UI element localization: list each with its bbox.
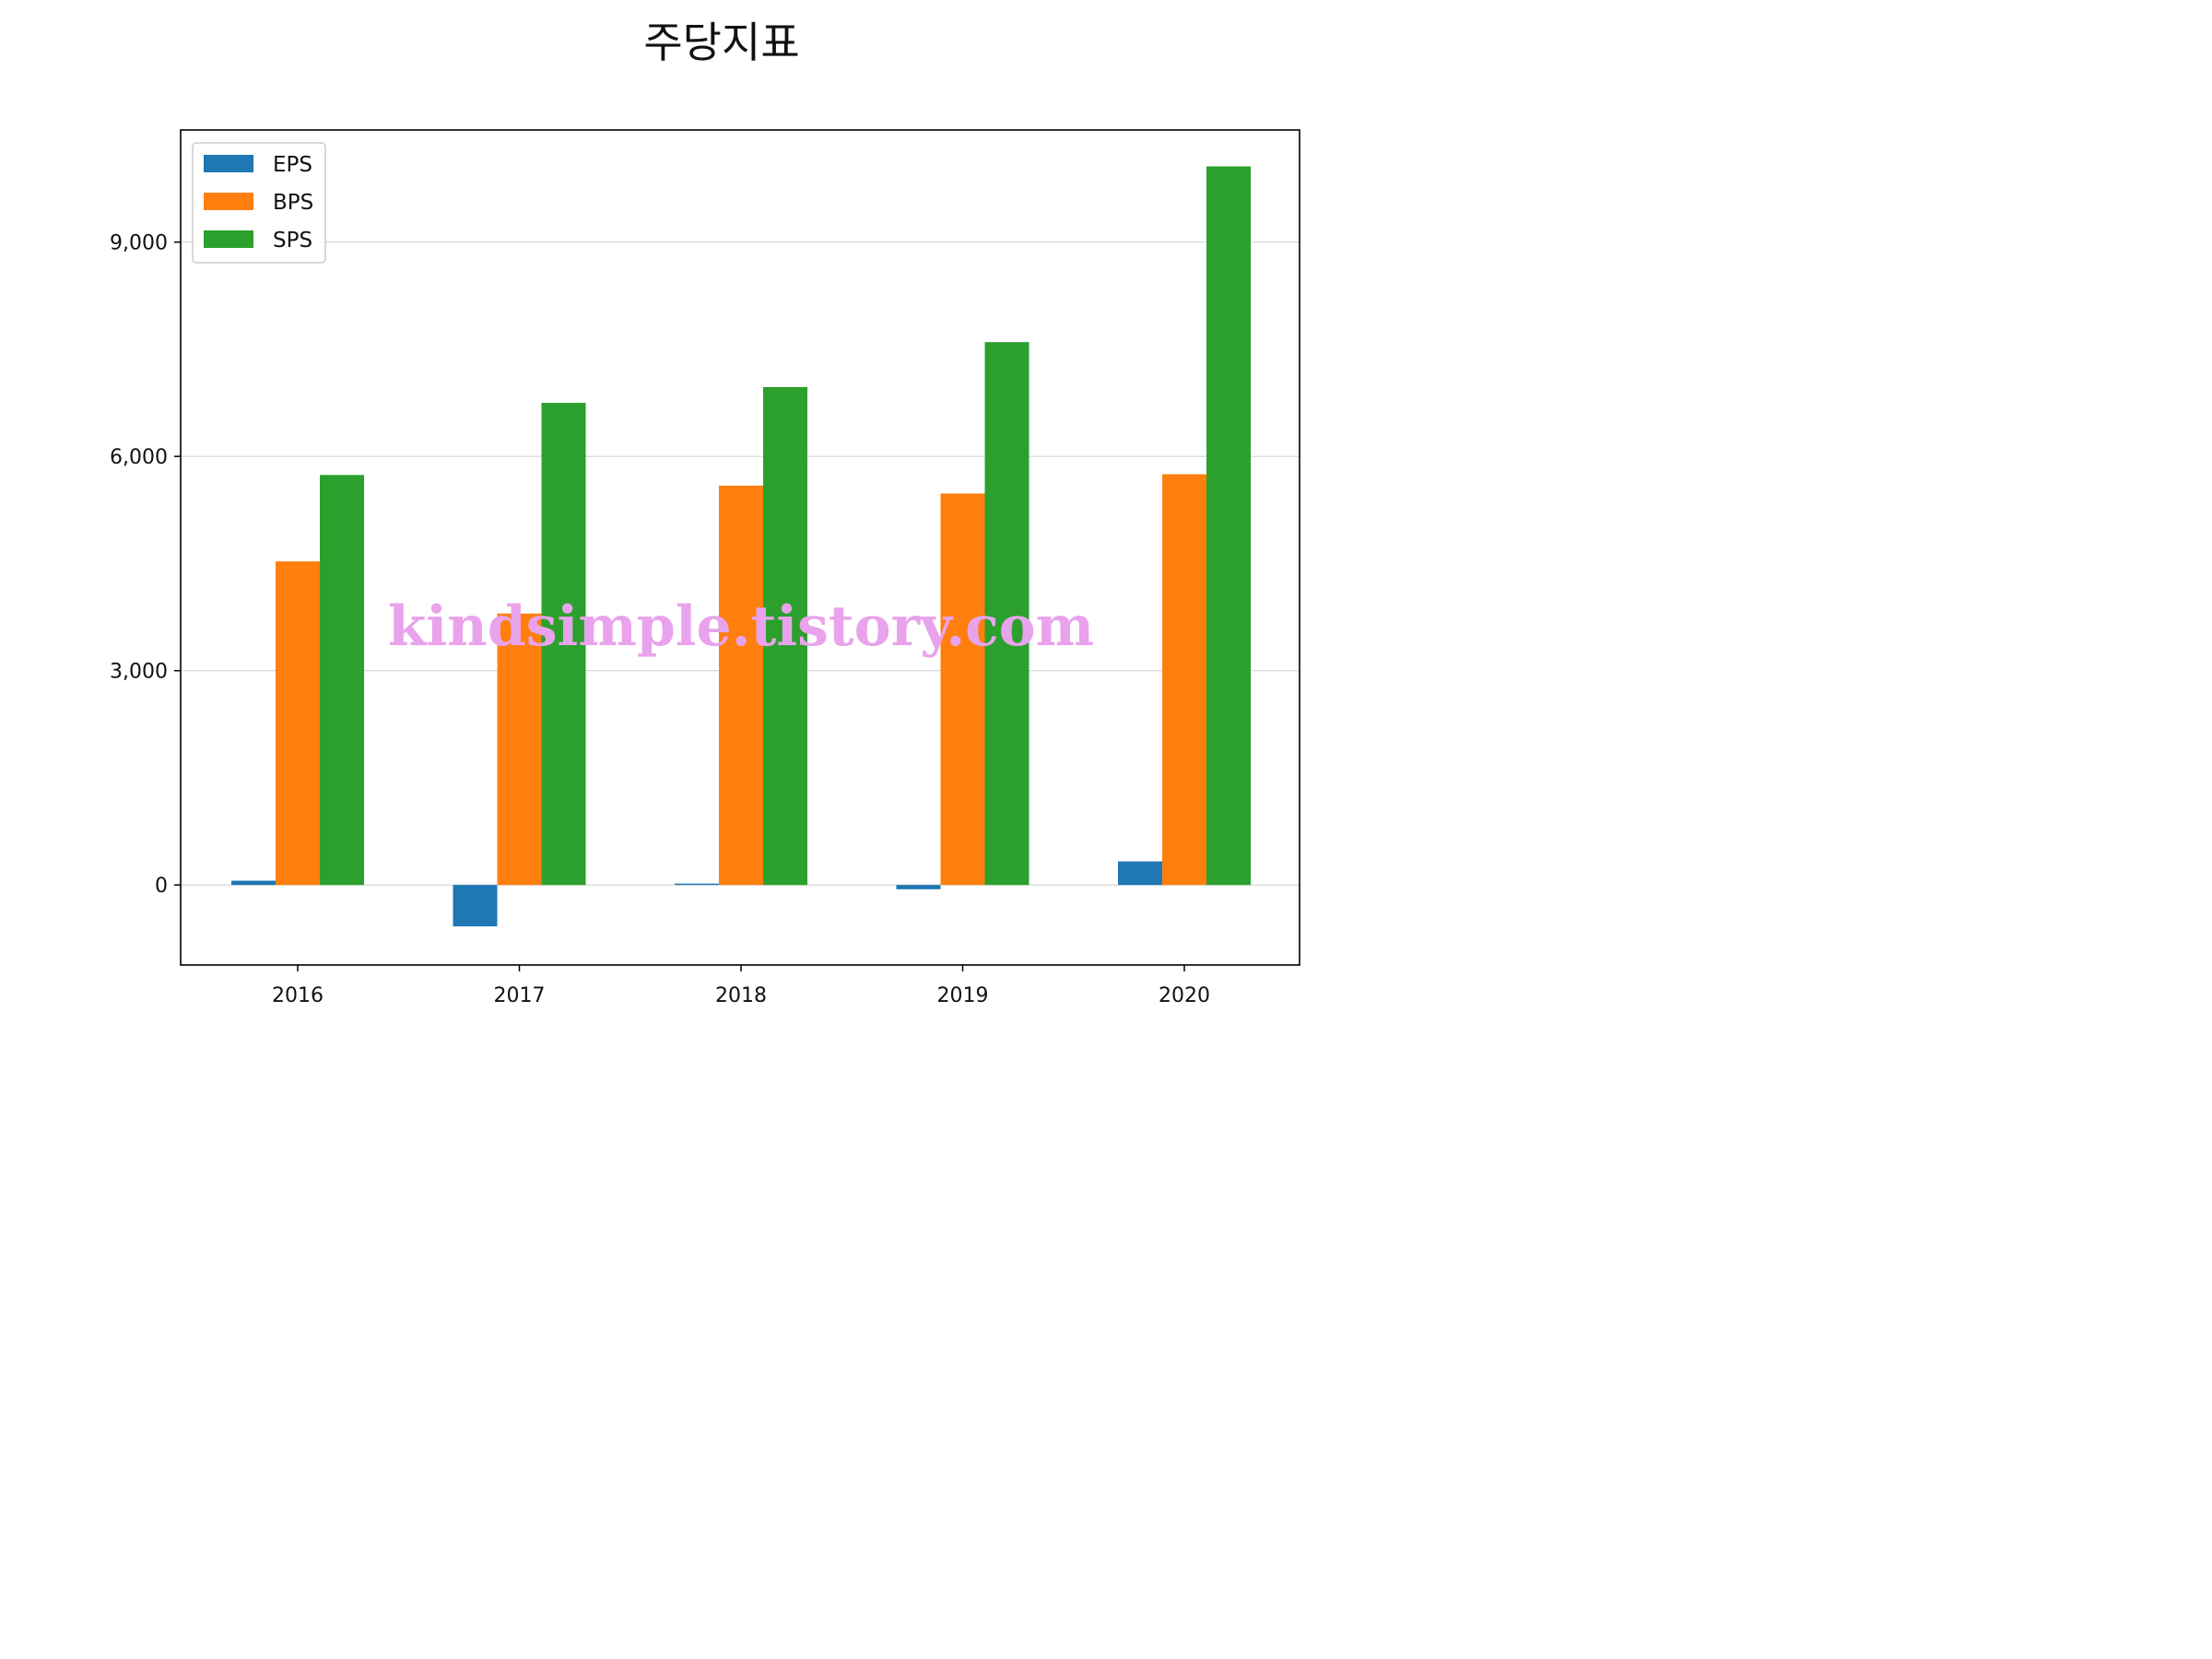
bar-bps-2017 [497,613,542,886]
y-tick-label: 3,000 [110,661,168,684]
legend-swatch-eps [204,155,253,172]
bar-sps-2016 [320,475,364,886]
bar-bps-2020 [1162,474,1206,886]
bar-sps-2019 [984,342,1030,886]
y-tick-label: 0 [155,875,168,898]
x-axis: 2016 2017 2018 2019 2020 [272,965,1210,1007]
bar-eps-2017 [453,885,498,927]
y-axis: 0 3,000 6,000 9,000 [110,232,181,898]
legend: EPS BPS SPS [192,142,326,264]
legend-label-sps: SPS [273,229,312,253]
x-tick-label: 2017 [494,984,546,1007]
legend-label-eps: EPS [273,153,312,177]
bar-eps-2018 [675,883,719,886]
x-tick-label: 2018 [715,984,767,1007]
legend-label-bps: BPS [273,191,313,215]
x-tick-label: 2019 [937,984,989,1007]
bar-eps-2020 [1118,861,1162,886]
x-tick-label: 2016 [272,984,324,1007]
bar-bps-2019 [940,493,985,886]
plot-frame [180,129,1300,966]
y-tick-label: 9,000 [110,232,168,255]
bar-bps-2018 [719,485,763,886]
chart-title: 주당지표 [643,18,799,67]
bars [231,166,1251,927]
watermark: kindsimple.tistory.com [388,594,1094,659]
bar-eps-2019 [896,885,941,889]
bar-sps-2017 [541,403,586,886]
x-tick-label: 2020 [1159,984,1210,1007]
bar-eps-2016 [231,880,276,886]
legend-swatch-sps [204,230,253,248]
bar-sps-2020 [1206,166,1251,886]
y-tick-label: 6,000 [110,446,168,469]
legend-swatch-bps [204,193,253,210]
bar-bps-2016 [276,561,320,886]
bar-sps-2018 [763,387,807,886]
